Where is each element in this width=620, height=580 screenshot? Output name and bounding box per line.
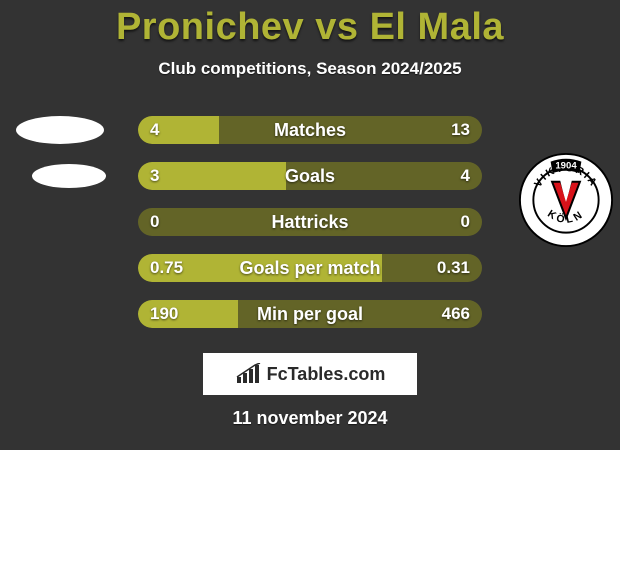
stat-value-right: 0.31 <box>437 254 470 282</box>
stat-label: Goals <box>138 162 482 190</box>
stat-value-right: 13 <box>451 116 470 144</box>
date-text: 11 november 2024 <box>0 408 620 429</box>
stat-row: 0Hattricks0 <box>0 208 620 236</box>
svg-text:1904: 1904 <box>555 160 577 171</box>
brand-text: FcTables.com <box>267 364 386 385</box>
brand-box: FcTables.com <box>202 352 418 396</box>
stat-label: Goals per match <box>138 254 482 282</box>
stats-area: 4Matches13 VIKTORIA KÖLN 1904 3Goals40Ha… <box>0 116 620 346</box>
stat-row: 190Min per goal466 <box>0 300 620 328</box>
brand-chart-icon <box>235 363 261 385</box>
stat-label: Min per goal <box>138 300 482 328</box>
stat-bar: 3Goals4 <box>138 162 482 190</box>
stat-label: Hattricks <box>138 208 482 236</box>
title: Pronichev vs El Mala <box>0 0 620 49</box>
title-vs: vs <box>304 6 369 48</box>
player-left-placeholder <box>32 164 106 188</box>
stat-label: Matches <box>138 116 482 144</box>
stat-row: 4Matches13 <box>0 116 620 144</box>
subtitle: Club competitions, Season 2024/2025 <box>0 59 620 79</box>
stat-row: 0.75Goals per match0.31 <box>0 254 620 282</box>
stat-value-right: 466 <box>442 300 470 328</box>
stat-row: VIKTORIA KÖLN 1904 3Goals4 <box>0 162 620 190</box>
stat-bar: 0.75Goals per match0.31 <box>138 254 482 282</box>
stat-bar: 0Hattricks0 <box>138 208 482 236</box>
stat-value-right: 4 <box>461 162 470 190</box>
player-left-name: Pronichev <box>116 6 304 48</box>
stat-bar: 190Min per goal466 <box>138 300 482 328</box>
stat-bar: 4Matches13 <box>138 116 482 144</box>
player-right-name: El Mala <box>370 6 504 48</box>
player-left-placeholder <box>16 116 104 144</box>
stat-value-right: 0 <box>461 208 470 236</box>
comparison-card: Pronichev vs El Mala Club competitions, … <box>0 0 620 450</box>
